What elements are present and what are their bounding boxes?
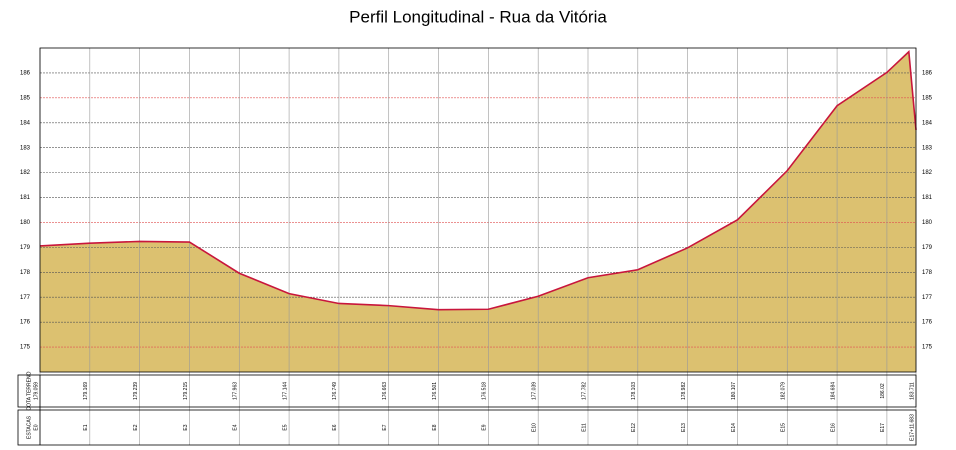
station-elevation: 186.02	[880, 383, 886, 399]
y-tick-label: 184	[20, 120, 31, 126]
y2-tick-label: 178	[922, 270, 933, 276]
station-label: E5	[282, 424, 288, 430]
station-label: E3	[183, 424, 189, 430]
station-elevation: 176.749	[332, 382, 338, 400]
station-elevation: 177.039	[532, 382, 538, 400]
station-elevation: 177.144	[282, 382, 288, 400]
y2-tick-label: 175	[922, 345, 933, 351]
station-label: E17	[880, 423, 886, 432]
station-label: E2	[133, 424, 139, 430]
plot-frame	[39, 47, 917, 373]
table-row	[17, 374, 917, 408]
y-tick-label: 182	[20, 170, 31, 176]
station-elevation: 184.684	[830, 382, 836, 400]
y-tick-label: 185	[20, 95, 31, 101]
y2-tick-label: 183	[922, 145, 933, 151]
station-label: E4	[233, 424, 239, 430]
y-tick-label: 176	[20, 320, 31, 326]
y-tick-label: 175	[20, 345, 31, 351]
station-label: E17+11.683	[909, 414, 915, 441]
row-header: ESTACAS	[26, 415, 32, 439]
y-tick-label: 183	[20, 145, 31, 151]
station-elevation: 177.963	[233, 382, 239, 400]
station-elevation: 179.215	[183, 382, 189, 400]
y-tick-label: 180	[20, 220, 31, 226]
station-label: E6	[332, 424, 338, 430]
station-label: E15	[781, 423, 787, 432]
station-elevation: 178.982	[681, 382, 687, 400]
terrain-area	[40, 51, 916, 372]
station-elevation: 178.103	[631, 382, 637, 400]
station-label: E9	[482, 424, 488, 430]
station-label: E8	[432, 424, 438, 430]
station-label: E11	[581, 423, 587, 432]
chart-title: Perfil Longitudinal - Rua da Vitória	[349, 7, 607, 26]
station-elevation: 176.501	[432, 382, 438, 400]
station-elevation: 177.782	[581, 382, 587, 400]
y2-tick-label: 186	[922, 71, 933, 77]
y-tick-label: 181	[20, 195, 31, 201]
y2-tick-label: 185	[922, 95, 933, 101]
station-label: E13	[681, 423, 687, 432]
station-label: E1	[83, 424, 89, 430]
station-elevation: 176.663	[382, 382, 388, 400]
y2-tick-label: 176	[922, 320, 933, 326]
y2-tick-label: 180	[922, 220, 933, 226]
table-row	[17, 409, 917, 446]
station-label: E14	[731, 423, 737, 432]
y-tick-label: 186	[20, 71, 31, 77]
row-header: COTA TERRENO	[26, 371, 32, 410]
station-label: E12	[631, 423, 637, 432]
y-tick-label: 177	[20, 295, 31, 301]
terrain-line	[39, 50, 917, 311]
y2-tick-label: 177	[922, 295, 933, 301]
station-elevation: 183.711	[909, 382, 915, 400]
station-label: E0	[33, 424, 39, 430]
station-label: E10	[532, 423, 538, 432]
station-elevation: 179.059	[33, 382, 39, 400]
y2-tick-label: 181	[922, 195, 933, 201]
station-label: E7	[382, 424, 388, 430]
station-label: E16	[830, 423, 836, 432]
station-elevation: 180.107	[731, 382, 737, 400]
station-elevation: 179.239	[133, 382, 139, 400]
y-tick-label: 179	[20, 245, 31, 251]
station-elevation: 176.518	[482, 382, 488, 400]
station-elevation: 179.169	[83, 382, 89, 400]
y-tick-label: 178	[20, 270, 31, 276]
station-elevation: 182.079	[781, 382, 787, 400]
y2-tick-label: 182	[922, 170, 933, 176]
y2-tick-label: 179	[922, 245, 933, 251]
y2-tick-label: 184	[922, 120, 933, 126]
